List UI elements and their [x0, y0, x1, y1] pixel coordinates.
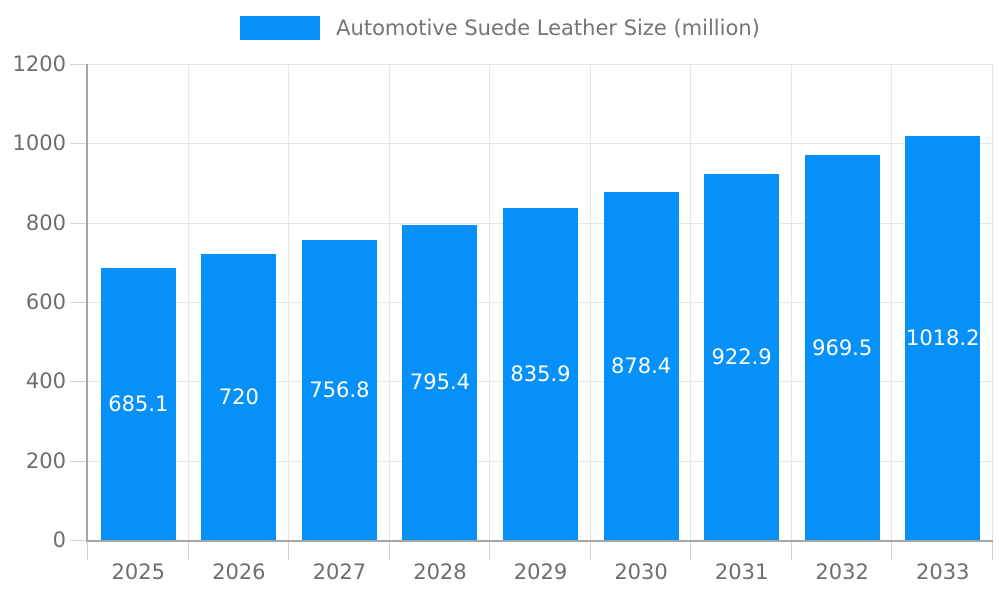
- x-axis-tick-mark: [489, 542, 491, 560]
- gridline-vertical: [891, 64, 893, 540]
- y-axis-tick-label: 400: [25, 369, 66, 394]
- bar-value-label: 685.1: [108, 392, 169, 417]
- plot-area: 685.1 720 756.8 795.4 835.9 878.4 922.9 969.5 10…: [86, 64, 993, 542]
- y-axis-tick-mark: [70, 143, 88, 145]
- gridline-vertical: [288, 64, 290, 540]
- x-axis-tick-mark: [388, 542, 390, 560]
- y-axis-tick-label: 600: [25, 290, 66, 314]
- bar-2029[interactable]: 835.9: [503, 208, 578, 540]
- y-axis-tick-label: 1000: [12, 131, 66, 156]
- x-axis-tick-mark: [288, 542, 290, 560]
- x-axis-ticks: [87, 542, 993, 560]
- x-axis-tick-mark: [690, 542, 692, 560]
- legend-swatch-icon: [240, 16, 321, 40]
- x-axis-tick-mark: [790, 542, 792, 560]
- bar-2028[interactable]: 795.4: [402, 224, 478, 540]
- y-axis-tick-mark: [70, 222, 88, 224]
- y-axis-tick-label: 0: [52, 528, 66, 552]
- x-axis-tick-mark: [87, 542, 88, 560]
- gridline-vertical: [690, 64, 692, 540]
- x-axis-tick-label: 2032: [815, 560, 869, 584]
- legend-label: Automotive Suede Leather Size (million): [336, 16, 760, 40]
- bar-2030[interactable]: 878.4: [603, 191, 679, 540]
- y-axis-tick-label: 1200: [12, 52, 66, 76]
- bar-value-label: 756.8: [309, 377, 370, 402]
- bar-value-label: 795.4: [409, 370, 470, 395]
- y-axis-tick-label: 200: [25, 448, 66, 473]
- x-axis-tick-label: 2030: [614, 560, 668, 584]
- y-axis-tick-label: 800: [25, 210, 66, 235]
- y-axis-ticks: [70, 64, 88, 541]
- bar-2033[interactable]: 1018.2: [905, 136, 981, 540]
- y-axis-tick-mark: [70, 540, 88, 541]
- bar-2025[interactable]: 685.1: [100, 268, 176, 540]
- gridline-vertical: [388, 64, 390, 540]
- y-axis-tick-mark: [70, 64, 88, 65]
- bar-value-label: 1018.2: [905, 326, 980, 351]
- bar-value-label: 969.5: [812, 335, 873, 360]
- x-axis-tick-label: 2028: [413, 560, 467, 584]
- legend-item[interactable]: Automotive Suede Leather Size (million): [0, 16, 1000, 40]
- x-axis-labels: 2025 2026 2027 2028 2029 2030 2031 2032 2033: [88, 560, 993, 588]
- bar-2027[interactable]: 756.8: [301, 239, 377, 540]
- bar-value-label: 720: [218, 385, 259, 410]
- gridline-vertical: [589, 64, 591, 540]
- gridline-vertical: [992, 64, 993, 540]
- gridline-horizontal: [88, 64, 993, 65]
- bar-2032[interactable]: 969.5: [804, 155, 880, 540]
- x-axis-tick-label: 2033: [915, 560, 970, 584]
- x-axis-tick-label: 2027: [312, 560, 367, 584]
- x-axis-tick-mark: [992, 542, 993, 560]
- x-axis-tick-label: 2026: [212, 560, 266, 584]
- x-axis-tick-mark: [891, 542, 893, 560]
- y-axis-labels: 0 200 400 600 800 1000 1200: [0, 52, 66, 552]
- x-axis-tick-label: 2029: [513, 560, 568, 584]
- x-axis-tick-label: 2025: [111, 560, 165, 584]
- bar-2026[interactable]: 720: [201, 254, 277, 540]
- x-axis-tick-mark: [589, 542, 591, 560]
- y-axis-tick-mark: [70, 460, 88, 462]
- bar-value-label: 835.9: [510, 362, 571, 387]
- bar-value-label: 878.4: [610, 353, 672, 378]
- gridline-vertical: [489, 64, 491, 540]
- gridline-vertical: [187, 64, 189, 540]
- x-axis-tick-label: 2031: [714, 560, 769, 584]
- y-axis-tick-mark: [70, 381, 88, 383]
- bar-2031[interactable]: 922.9: [704, 173, 780, 540]
- y-axis-tick-mark: [70, 302, 88, 303]
- gridline-vertical: [790, 64, 792, 540]
- x-axis-tick-mark: [187, 542, 189, 560]
- bar-value-label: 922.9: [711, 344, 772, 369]
- gridline-horizontal: [88, 143, 993, 145]
